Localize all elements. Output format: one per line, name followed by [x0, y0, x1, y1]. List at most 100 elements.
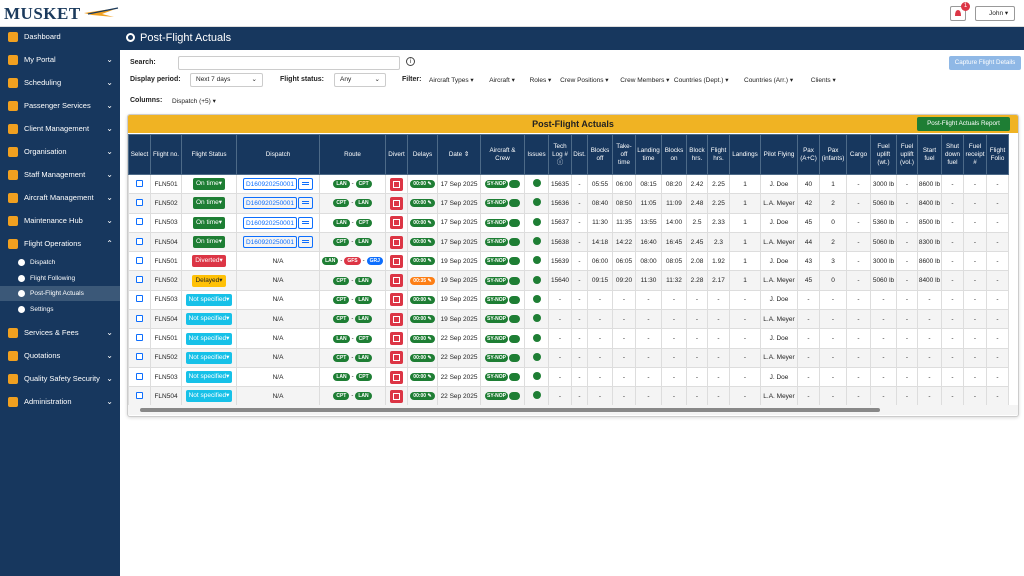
row-checkbox[interactable]	[136, 199, 143, 206]
report-button[interactable]: Post-Flight Actuals Report	[917, 117, 1010, 131]
divert-button[interactable]	[390, 274, 403, 287]
row-checkbox[interactable]	[136, 353, 143, 360]
aircraft-badge[interactable]: SY-NOP	[485, 392, 508, 400]
nav-item[interactable]: Quotations⌄	[0, 346, 120, 366]
status-select[interactable]: Any⌄	[334, 73, 386, 87]
divert-button[interactable]	[390, 390, 403, 403]
issues-ok[interactable]	[533, 218, 541, 226]
aircraft-badge[interactable]: SY-NOP	[485, 296, 508, 304]
status-badge[interactable]: Not specified▾	[186, 390, 233, 402]
delay-badge[interactable]: 00:00 ✎	[410, 238, 434, 246]
status-badge[interactable]: Diverted▾	[192, 255, 225, 267]
delay-badge[interactable]: 00:00 ✎	[410, 373, 434, 381]
aircraft-badge[interactable]: SY-NOP	[485, 373, 508, 381]
crew-badge[interactable]	[509, 354, 520, 362]
status-badge[interactable]: On time▾	[193, 197, 225, 209]
aircraft-badge[interactable]: SY-NOP	[485, 199, 508, 207]
dispatch-link[interactable]: D160920250001	[243, 197, 297, 209]
period-select[interactable]: Next 7 days⌄	[190, 73, 263, 87]
delay-badge[interactable]: 00:00 ✎	[410, 257, 434, 265]
filter-dropdown[interactable]: Crew Positions ▾	[560, 76, 608, 84]
nav-item[interactable]: Maintenance Hub⌄	[0, 211, 120, 231]
search-input[interactable]	[178, 56, 400, 70]
column-header[interactable]: Date ⇕	[438, 135, 481, 175]
h-scrollbar[interactable]	[128, 405, 1018, 415]
aircraft-badge[interactable]: SY-NOP	[485, 335, 508, 343]
aircraft-badge[interactable]: SY-NOP	[485, 257, 508, 265]
crew-badge[interactable]	[509, 257, 520, 265]
aircraft-badge[interactable]: SY-NOP	[485, 277, 508, 285]
delay-badge[interactable]: 00:00 ✎	[410, 219, 434, 227]
delay-badge[interactable]: 00:00 ✎	[410, 392, 434, 400]
filter-dropdown[interactable]: Countries (Arr.) ▾	[744, 76, 793, 84]
edit-dispatch-button[interactable]	[298, 197, 313, 209]
crew-badge[interactable]	[509, 335, 520, 343]
status-badge[interactable]: Not specified▾	[186, 352, 233, 364]
divert-button[interactable]	[390, 351, 403, 364]
delay-badge[interactable]: 00:00 ✎	[410, 335, 434, 343]
crew-badge[interactable]	[509, 373, 520, 381]
filter-dropdown[interactable]: Roles ▾	[530, 76, 552, 84]
crew-badge[interactable]	[509, 199, 520, 207]
info-icon[interactable]: ⓘ	[557, 159, 563, 166]
dispatch-link[interactable]: D160920250001	[243, 217, 297, 229]
row-checkbox[interactable]	[136, 334, 143, 341]
edit-dispatch-button[interactable]	[298, 217, 313, 229]
row-checkbox[interactable]	[136, 180, 143, 187]
columns-select[interactable]: Dispatch (+5) ▾	[172, 97, 216, 105]
issues-ok[interactable]	[533, 179, 541, 187]
crew-badge[interactable]	[509, 315, 520, 323]
nav-subitem[interactable]: Post-Flight Actuals	[0, 286, 120, 301]
issues-ok[interactable]	[533, 256, 541, 264]
nav-item[interactable]: Organisation⌄	[0, 142, 120, 162]
delay-badge[interactable]: 00:00 ✎	[410, 315, 434, 323]
delay-badge[interactable]: 00:00 ✎	[410, 180, 434, 188]
status-badge[interactable]: Not specified▾	[186, 371, 233, 383]
issues-ok[interactable]	[533, 372, 541, 380]
crew-badge[interactable]	[509, 180, 520, 188]
issues-ok[interactable]	[533, 391, 541, 399]
divert-button[interactable]	[390, 371, 403, 384]
aircraft-badge[interactable]: SY-NOP	[485, 354, 508, 362]
edit-dispatch-button[interactable]	[298, 178, 313, 190]
nav-item[interactable]: Passenger Services⌄	[0, 96, 120, 116]
status-badge[interactable]: Not specified▾	[186, 313, 233, 325]
crew-badge[interactable]	[509, 277, 520, 285]
status-badge[interactable]: On time▾	[193, 236, 225, 248]
row-checkbox[interactable]	[136, 373, 143, 380]
filter-dropdown[interactable]: Aircraft ▾	[489, 76, 515, 84]
row-checkbox[interactable]	[136, 295, 143, 302]
nav-item[interactable]: Staff Management⌄	[0, 165, 120, 185]
dispatch-link[interactable]: D160920250001	[243, 236, 297, 248]
issues-ok[interactable]	[533, 314, 541, 322]
edit-dispatch-button[interactable]	[298, 236, 313, 248]
issues-ok[interactable]	[533, 353, 541, 361]
status-badge[interactable]: On time▾	[193, 178, 225, 190]
user-menu[interactable]: John ▾	[975, 6, 1015, 21]
dispatch-link[interactable]: D160920250001	[243, 178, 297, 190]
row-checkbox[interactable]	[136, 218, 143, 225]
delay-badge[interactable]: 00:00 ✎	[410, 199, 434, 207]
status-badge[interactable]: Not specified▾	[186, 333, 233, 345]
sort-icon[interactable]: ⇕	[462, 151, 469, 158]
crew-badge[interactable]	[509, 392, 520, 400]
nav-subitem[interactable]: Settings	[0, 302, 120, 317]
nav-item[interactable]: Administration⌄	[0, 392, 120, 412]
aircraft-badge[interactable]: SY-NOP	[485, 219, 508, 227]
divert-button[interactable]	[390, 255, 403, 268]
nav-item[interactable]: Scheduling⌄	[0, 73, 120, 93]
divert-button[interactable]	[390, 313, 403, 326]
row-checkbox[interactable]	[136, 276, 143, 283]
aircraft-badge[interactable]: SY-NOP	[485, 180, 508, 188]
capture-button[interactable]: Capture Flight Details	[949, 56, 1021, 70]
issues-ok[interactable]	[533, 334, 541, 342]
nav-item[interactable]: Quality Safety Security⌄	[0, 369, 120, 389]
nav-subitem[interactable]: Dispatch	[0, 255, 120, 270]
status-badge[interactable]: Delayed▾	[192, 275, 225, 287]
divert-button[interactable]	[390, 197, 403, 210]
delay-badge[interactable]: 00:00 ✎	[410, 354, 434, 362]
divert-button[interactable]	[390, 216, 403, 229]
divert-button[interactable]	[390, 236, 403, 249]
filter-dropdown[interactable]: Countries (Dept.) ▾	[674, 76, 729, 84]
logo[interactable]: MUSKET	[4, 4, 81, 24]
